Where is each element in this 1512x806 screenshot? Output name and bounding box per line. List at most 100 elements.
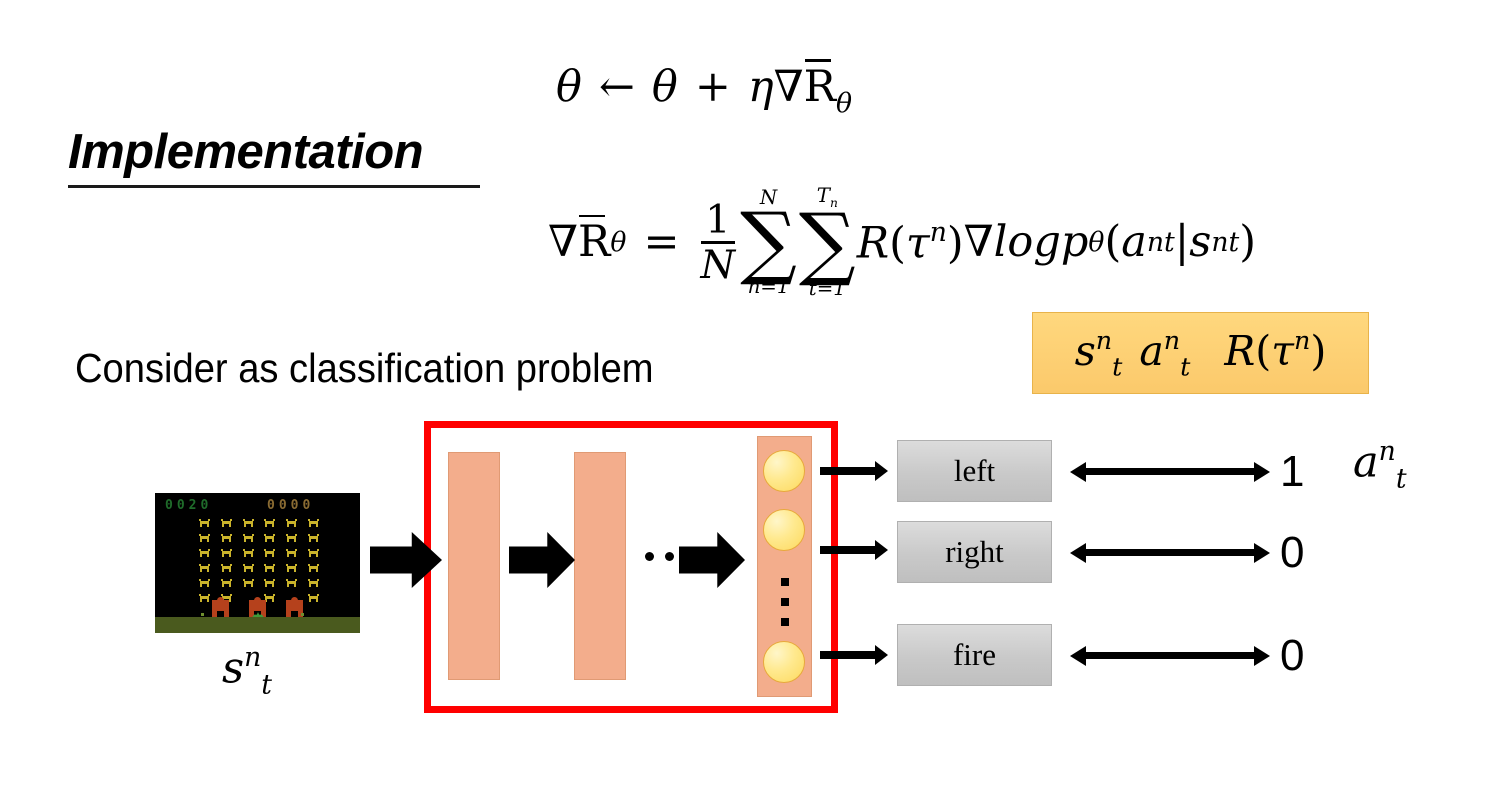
game-screenshot: 0020 0000 (155, 493, 360, 633)
state-subscript: t (1112, 351, 1123, 382)
output-neuron (763, 641, 805, 683)
shield-sprite (286, 597, 303, 618)
alien-sprite (307, 519, 319, 527)
one-over-n-fraction: 1 N (700, 196, 736, 285)
state-subscript: t (1228, 226, 1240, 258)
alien-sprite (264, 564, 276, 572)
alien-sprite (286, 534, 298, 542)
action-superscript: n (1378, 436, 1396, 467)
fraction-numerator: 1 (705, 196, 731, 243)
alien-sprite (286, 549, 298, 557)
alien-sprite (199, 564, 210, 572)
horizontal-ellipsis-icon (645, 552, 694, 561)
sum-upper-limit-T: T (816, 184, 830, 207)
paren-open: ( (1104, 217, 1122, 268)
vertical-ellipsis-icon (781, 578, 789, 626)
alien-sprite (220, 519, 232, 527)
tau-superscript: n (1293, 324, 1311, 355)
alien-sprite (307, 564, 319, 572)
alien-sprite (307, 549, 319, 557)
pellet-sprite (201, 613, 204, 616)
state-subscript: t (261, 669, 272, 701)
sum-lower-limit: n=1 (747, 275, 790, 299)
game-score-left: 0020 (165, 498, 213, 513)
sum-upper-limit: Tn (816, 184, 838, 211)
tau-symbol: τ (1271, 326, 1294, 375)
neuron-output-arrow-icon (820, 461, 888, 481)
state-symbol: s (1074, 326, 1096, 375)
alien-sprite (220, 534, 232, 542)
action-subscript: t (1180, 351, 1191, 382)
theta-subscript: θ (836, 88, 853, 120)
double-arrow-icon (1070, 461, 1270, 482)
alien-sprite (264, 519, 276, 527)
paren-close: ) (1239, 217, 1256, 268)
alien-sprite (242, 534, 254, 542)
output-neuron (763, 450, 805, 492)
action-box-left: left (897, 440, 1052, 502)
sum-lower-limit: t=1 (808, 276, 846, 300)
action-superscript: n (1146, 226, 1165, 258)
sum-upper-limit: N (759, 185, 778, 209)
sum-upper-limit-n: n (829, 196, 838, 211)
alien-sprite (264, 579, 276, 587)
neuron-output-arrow-icon (820, 540, 888, 560)
alien-sprite (307, 534, 319, 542)
action-box-fire: fire (897, 624, 1052, 686)
game-score-right: 0000 (267, 498, 315, 513)
action-subscript: t (1395, 463, 1407, 495)
double-arrow-icon (1070, 542, 1270, 563)
alien-sprite (199, 534, 210, 542)
page-title: Implementation (68, 125, 424, 179)
equals-sign: = (643, 217, 680, 268)
game-screen: 0020 0000 (155, 493, 360, 633)
summation-over-t: Tn ∑ t=1 (799, 186, 856, 299)
alien-sprite (286, 579, 298, 587)
alien-sprite (199, 579, 210, 587)
sigma-icon: ∑ (740, 194, 797, 288)
alien-sprite (264, 594, 276, 602)
alien-row (199, 519, 319, 527)
action-label: ant (1353, 436, 1407, 495)
nabla-icon: ∇ (963, 217, 994, 268)
tau-symbol: τ (905, 218, 930, 269)
paren-close: ) (1310, 326, 1327, 375)
action-symbol: a (1139, 326, 1164, 375)
action-superscript: n (1163, 324, 1181, 355)
sigma-icon: ∑ (798, 196, 856, 290)
alien-sprite (307, 594, 319, 602)
ground-strip (155, 617, 360, 633)
eta-symbol: η (747, 62, 774, 112)
alien-sprite (199, 549, 210, 557)
alien-sprite (264, 534, 276, 542)
alien-sprite (220, 579, 232, 587)
reward-R: R (1224, 326, 1256, 375)
neuron-output-arrow-icon (820, 645, 888, 665)
shield-sprite (212, 597, 229, 618)
conditional-bar: | (1174, 217, 1190, 268)
state-symbol: s (1189, 217, 1212, 268)
nabla-icon: ∇ (548, 217, 579, 268)
alien-sprite (199, 594, 210, 602)
action-symbol: a (1353, 437, 1379, 488)
alien-sprite (242, 564, 254, 572)
plus-sign: + (694, 62, 731, 112)
alien-sprite (242, 549, 254, 557)
alien-sprite (307, 579, 319, 587)
alien-row (199, 594, 319, 602)
reward-term: R(τn) (857, 217, 964, 269)
action-box-right: right (897, 521, 1052, 583)
alien-row (199, 534, 319, 542)
alien-sprite (286, 519, 298, 527)
log-p-term: logp (993, 217, 1089, 268)
state-label: snt (222, 642, 272, 701)
summation-over-n: N ∑ n=1 (740, 188, 797, 297)
pellet-sprite (301, 613, 304, 616)
target-value-left: 1 (1280, 447, 1305, 496)
update-rule-formula: θ ← θ + η∇Rθ (556, 59, 853, 120)
alien-sprite (199, 519, 210, 527)
state-symbol: s (222, 643, 245, 694)
alien-sprite (264, 549, 276, 557)
